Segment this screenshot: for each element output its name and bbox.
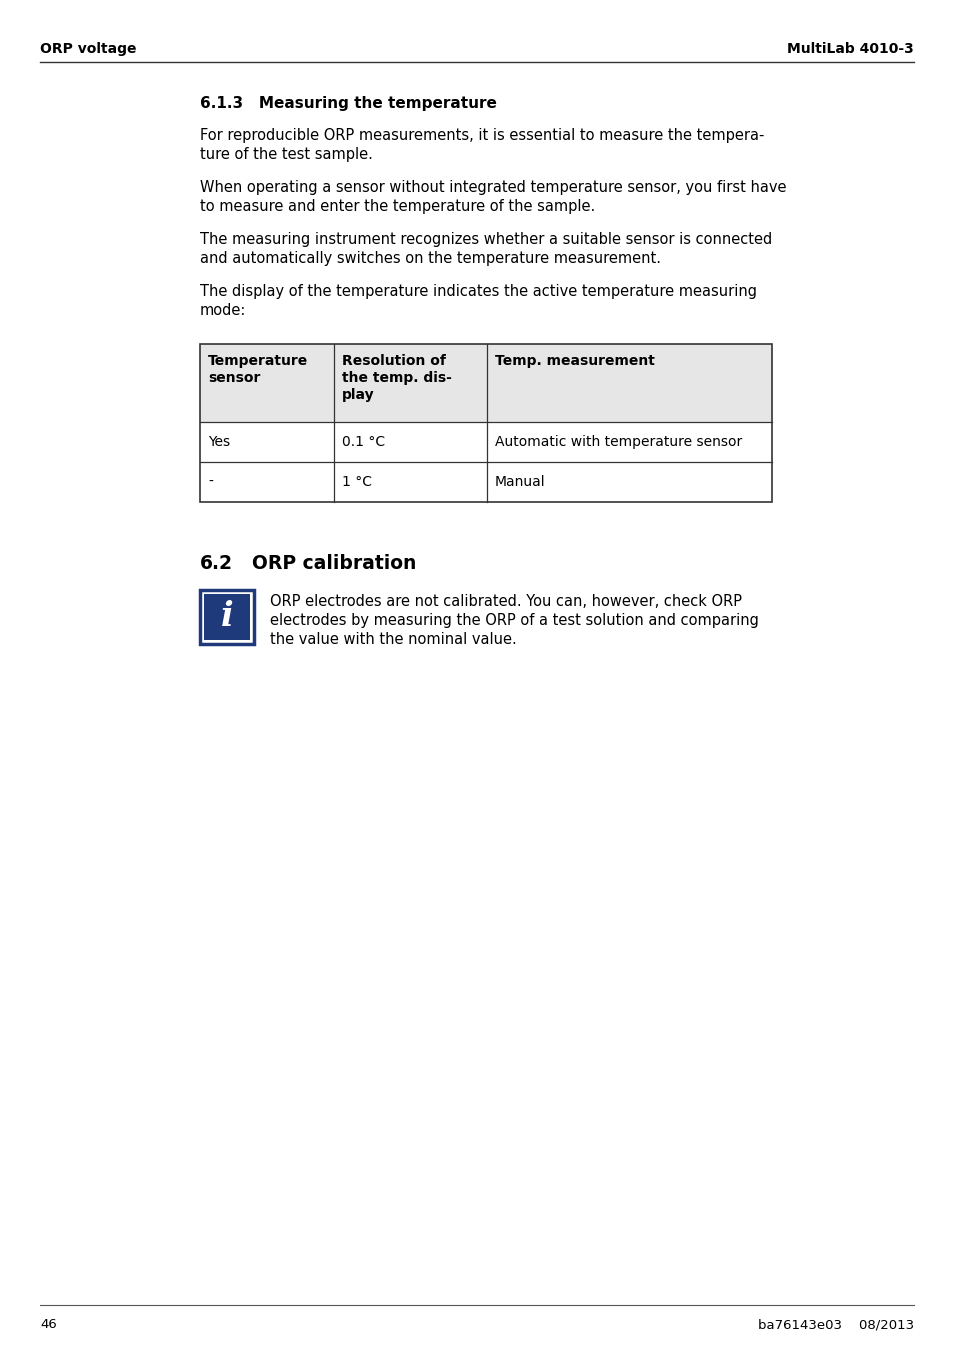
Text: ORP electrodes are not calibrated. You can, however, check ORP: ORP electrodes are not calibrated. You c… [270,594,741,609]
Text: 1 °C: 1 °C [341,476,372,489]
Text: i: i [220,600,233,634]
Bar [204,594,250,640]
Text: 46: 46 [40,1319,56,1331]
Text: the value with the nominal value.: the value with the nominal value. [270,632,517,647]
Bar [200,590,253,644]
Text: 0.1 °C: 0.1 °C [341,435,385,449]
Text: ORP calibration: ORP calibration [252,554,416,573]
Text: electrodes by measuring the ORP of a test solution and comparing: electrodes by measuring the ORP of a tes… [270,613,758,628]
Text: the temp. dis-: the temp. dis- [341,372,452,385]
Text: When operating a sensor without integrated temperature sensor, you first have: When operating a sensor without integrat… [200,180,785,195]
Text: sensor: sensor [208,372,260,385]
Bar [200,345,771,503]
Text: The display of the temperature indicates the active temperature measuring: The display of the temperature indicates… [200,284,757,299]
Text: ba76143e03    08/2013: ba76143e03 08/2013 [757,1319,913,1331]
Text: Resolution of: Resolution of [341,354,445,367]
Text: play: play [341,388,375,403]
Bar [200,345,771,422]
Text: ORP voltage: ORP voltage [40,42,136,55]
Text: For reproducible ORP measurements, it is essential to measure the tempera-: For reproducible ORP measurements, it is… [200,128,763,143]
Text: -: - [208,476,213,489]
Text: Temperature: Temperature [208,354,308,367]
Text: 6.1.3   Measuring the temperature: 6.1.3 Measuring the temperature [200,96,497,111]
Text: ture of the test sample.: ture of the test sample. [200,147,373,162]
Text: and automatically switches on the temperature measurement.: and automatically switches on the temper… [200,251,660,266]
Text: Temp. measurement: Temp. measurement [495,354,654,367]
Text: Yes: Yes [208,435,230,449]
Text: The measuring instrument recognizes whether a suitable sensor is connected: The measuring instrument recognizes whet… [200,232,771,247]
Text: MultiLab 4010-3: MultiLab 4010-3 [786,42,913,55]
Text: Automatic with temperature sensor: Automatic with temperature sensor [495,435,741,449]
Text: mode:: mode: [200,303,246,317]
Text: Manual: Manual [495,476,545,489]
Text: 6.2: 6.2 [200,554,233,573]
Text: to measure and enter the temperature of the sample.: to measure and enter the temperature of … [200,199,595,213]
